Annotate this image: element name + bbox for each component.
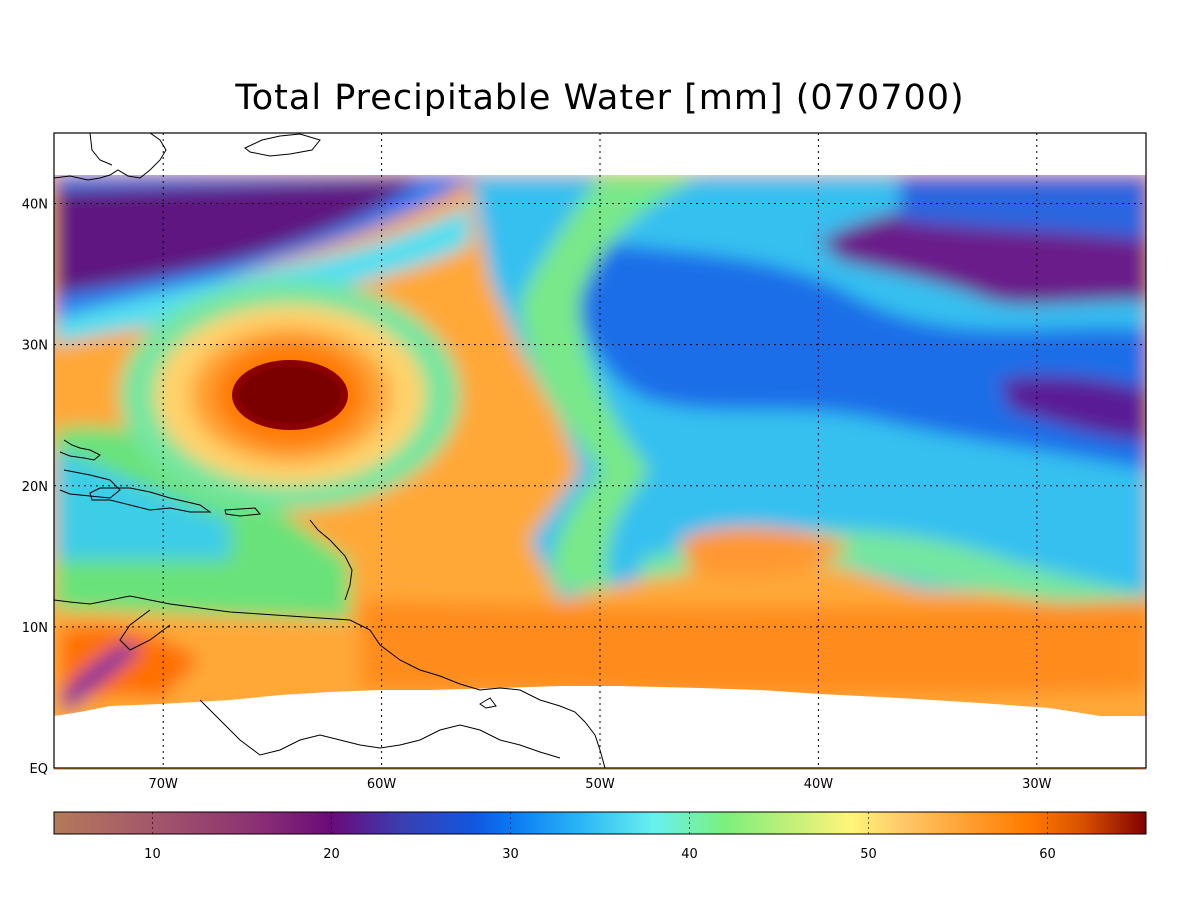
map-frame [53,132,1147,769]
lon-label-70W: 70W [148,777,178,792]
bahamas-coast [59,439,101,461]
latitude-labels: EQ 10N 20N 30N 40N [22,198,48,777]
colorbar-label-10: 10 [144,847,161,862]
precipitable-water-field [54,175,1146,770]
colorbar-label-30: 30 [502,847,519,862]
colorbar-label-20: 20 [323,847,340,862]
lon-label-50W: 50W [585,777,615,792]
lesser-antilles [309,519,353,601]
lat-label-40N: 40N [22,198,48,213]
lon-label-60W: 60W [367,777,397,792]
graticule [54,133,1146,768]
lat-label-30N: 30N [22,339,48,354]
puerto-rico-coast [224,507,261,517]
lon-label-30W: 30W [1022,777,1052,792]
nova-scotia-coast [244,133,321,157]
guiana-borders [199,699,561,759]
lat-label-20N: 20N [22,480,48,495]
north-america-coast [54,133,167,181]
colorbar [53,811,1147,835]
coastlines [54,133,606,768]
colorbar-label-40: 40 [681,847,698,862]
colorbar-label-50: 50 [860,847,877,862]
lon-label-40W: 40W [804,777,834,792]
south-america-coast [54,595,606,768]
lat-label-10N: 10N [22,621,48,636]
colorbar-label-60: 60 [1039,847,1056,862]
chart-title: Total Precipitable Water [mm] (070700) [235,78,965,118]
cuba-coast [59,469,121,499]
longitude-labels: 70W 60W 50W 40W 30W [148,777,1051,792]
maracaibo-coast [119,609,171,651]
colorbar-ticks: 10 20 30 40 50 60 [144,812,1056,862]
hispaniola-coast [89,487,212,513]
lat-label-EQ: EQ [30,762,48,777]
